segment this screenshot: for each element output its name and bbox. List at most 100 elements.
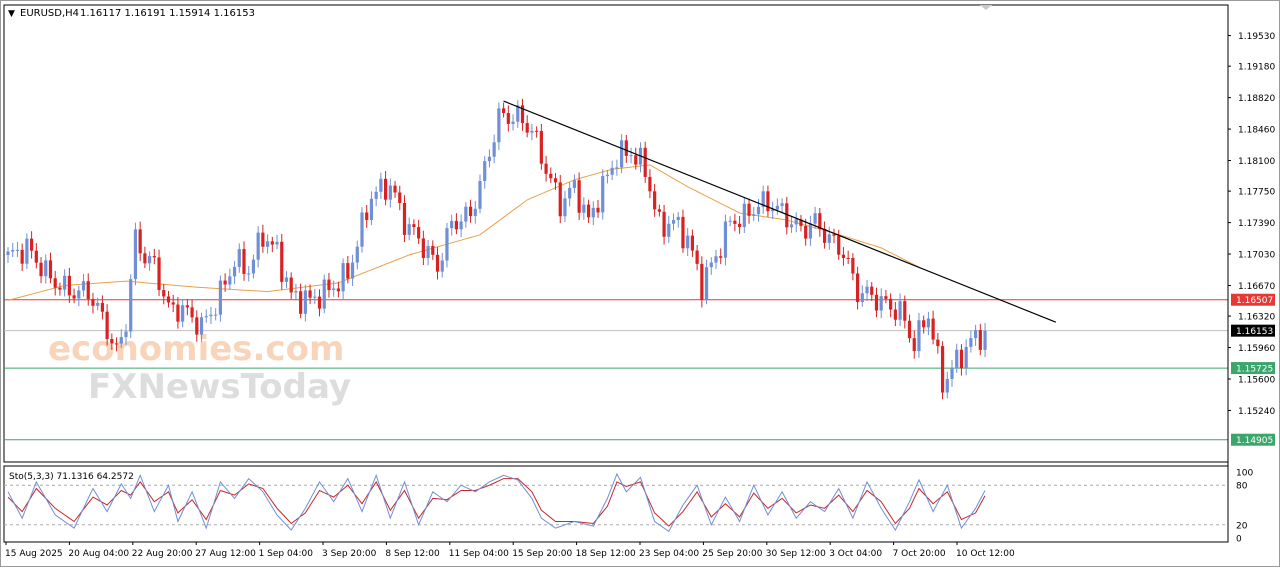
candle[interactable] <box>166 290 171 308</box>
candle[interactable] <box>950 360 954 387</box>
candle[interactable] <box>96 297 100 311</box>
candle[interactable] <box>974 324 978 346</box>
candle[interactable] <box>719 248 723 264</box>
candle[interactable] <box>827 226 831 250</box>
candle[interactable] <box>728 216 732 227</box>
candle[interactable] <box>6 247 10 263</box>
candle[interactable] <box>539 123 543 170</box>
candle[interactable] <box>157 249 161 296</box>
candle[interactable] <box>346 255 350 284</box>
candle[interactable] <box>256 226 260 268</box>
candle[interactable] <box>945 371 949 399</box>
candle[interactable] <box>365 204 369 228</box>
candle[interactable] <box>417 219 421 245</box>
candle[interactable] <box>785 196 789 235</box>
candle[interactable] <box>294 283 298 301</box>
candle[interactable] <box>374 186 378 207</box>
candle[interactable] <box>676 212 680 228</box>
candle[interactable] <box>384 171 388 206</box>
candle[interactable] <box>549 167 553 184</box>
candle[interactable] <box>355 240 359 270</box>
candle[interactable] <box>620 134 624 174</box>
candle[interactable] <box>412 219 416 235</box>
candle[interactable] <box>25 233 29 269</box>
candle[interactable] <box>100 295 104 320</box>
candle[interactable] <box>435 247 440 280</box>
candle[interactable] <box>926 311 930 336</box>
candle[interactable] <box>681 209 685 253</box>
candle[interactable] <box>742 197 746 234</box>
candle[interactable] <box>336 281 340 298</box>
candle[interactable] <box>360 207 364 253</box>
candle[interactable] <box>780 198 784 214</box>
candle[interactable] <box>511 114 515 131</box>
candle[interactable] <box>596 199 600 218</box>
candle[interactable] <box>846 250 850 264</box>
candle[interactable] <box>228 268 232 290</box>
candle[interactable] <box>181 299 185 328</box>
candle[interactable] <box>303 284 307 322</box>
candle[interactable] <box>969 330 973 353</box>
candle[interactable] <box>662 205 666 245</box>
candle[interactable] <box>398 185 402 211</box>
candle[interactable] <box>218 275 222 322</box>
candle[interactable] <box>544 155 548 182</box>
candle[interactable] <box>615 159 619 176</box>
candle[interactable] <box>388 178 392 208</box>
candle[interactable] <box>586 199 591 223</box>
candle[interactable] <box>44 254 48 284</box>
candle[interactable] <box>709 257 713 275</box>
candle[interactable] <box>20 243 24 271</box>
candle[interactable] <box>832 228 836 244</box>
candle[interactable] <box>407 217 411 241</box>
candle[interactable] <box>313 288 317 304</box>
candle[interactable] <box>922 315 926 334</box>
candle[interactable] <box>190 299 194 323</box>
candle[interactable] <box>483 156 487 189</box>
candle[interactable] <box>940 341 945 400</box>
candle[interactable] <box>813 206 817 229</box>
candle[interactable] <box>860 285 864 307</box>
candle[interactable] <box>884 289 888 304</box>
candle[interactable] <box>856 266 860 310</box>
candle[interactable] <box>841 246 846 266</box>
candle[interactable] <box>879 288 883 319</box>
candle[interactable] <box>506 105 510 132</box>
candle[interactable] <box>553 173 558 190</box>
candle[interactable] <box>577 172 581 221</box>
candle[interactable] <box>322 274 326 314</box>
candle[interactable] <box>34 243 38 269</box>
candle[interactable] <box>143 246 147 269</box>
candle[interactable] <box>874 287 879 318</box>
candle[interactable] <box>690 229 694 257</box>
candle[interactable] <box>341 258 345 300</box>
candle[interactable] <box>72 288 76 304</box>
candle[interactable] <box>794 212 798 233</box>
candle[interactable] <box>81 274 86 297</box>
candle[interactable] <box>978 323 982 356</box>
candle[interactable] <box>232 261 237 285</box>
candle[interactable] <box>525 115 529 138</box>
candle[interactable] <box>53 270 57 296</box>
candle[interactable] <box>889 293 893 318</box>
candle[interactable] <box>822 221 827 249</box>
candle[interactable] <box>808 215 812 246</box>
candle[interactable] <box>299 283 303 319</box>
candle[interactable] <box>629 147 633 164</box>
candle[interactable] <box>898 293 902 327</box>
candle[interactable] <box>865 279 869 302</box>
candle[interactable] <box>497 102 501 150</box>
shift-marker-icon[interactable] <box>980 5 992 10</box>
candle[interactable] <box>464 202 468 228</box>
candle[interactable] <box>393 180 397 198</box>
candle[interactable] <box>591 201 595 226</box>
candle[interactable] <box>959 344 964 376</box>
candle[interactable] <box>558 174 562 224</box>
candle[interactable] <box>473 200 477 224</box>
candle[interactable] <box>445 222 449 268</box>
candle[interactable] <box>487 149 492 168</box>
candle[interactable] <box>171 294 175 312</box>
candle[interactable] <box>789 216 794 233</box>
candle[interactable] <box>912 330 916 359</box>
